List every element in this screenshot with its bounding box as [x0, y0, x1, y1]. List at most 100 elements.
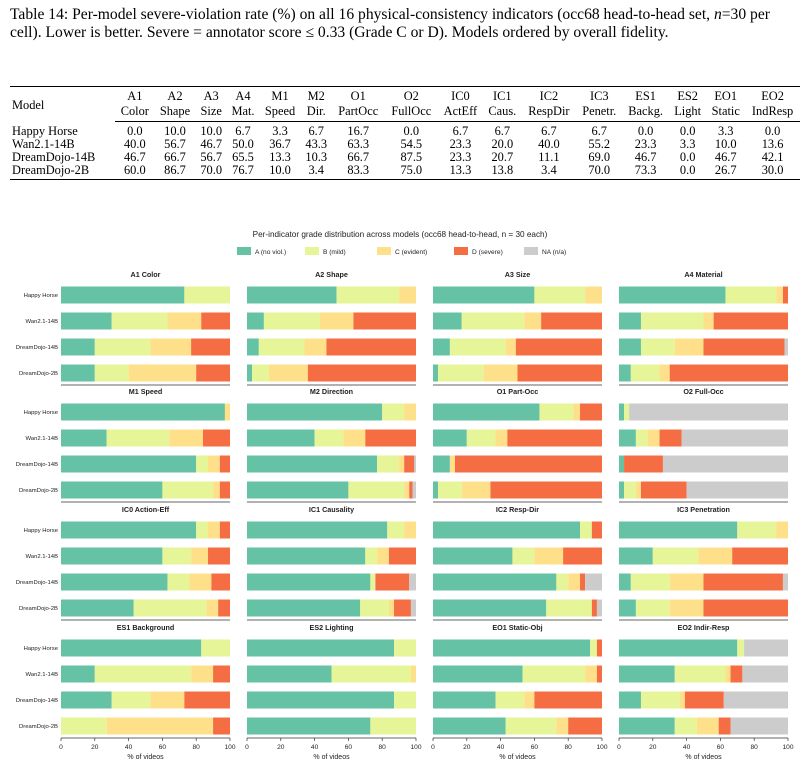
bar-segment	[213, 481, 220, 499]
model-tick-label: Wan2.1-14B	[25, 319, 58, 325]
rate-cell: 11.1	[538, 150, 560, 164]
bar-segment	[394, 599, 411, 617]
bar-segment	[61, 286, 185, 304]
bar-segment	[404, 403, 416, 421]
bar-segment	[196, 364, 230, 382]
bar-segment	[399, 286, 416, 304]
indicator-code-header: M1	[259, 86, 301, 104]
table-row: Wan2.1-14B 40.0 56.7 46.7 50.0 36.7 43.3 63.3 54…	[10, 138, 800, 151]
bar-segment	[596, 599, 602, 617]
rate-cell: 0.0	[679, 150, 696, 164]
model-tick-label: Happy Horse	[24, 410, 59, 416]
bar-segment	[433, 403, 540, 421]
bar-segment	[409, 573, 416, 591]
bar-segment	[213, 665, 230, 683]
bar-segment	[133, 599, 207, 617]
bar-segment	[782, 573, 788, 591]
model-tick-label: DreamDojo-2B	[19, 606, 58, 612]
rate-cell: 66.7	[164, 150, 186, 164]
indicator-name-header: IndResp	[745, 104, 800, 122]
indicator-name-header: Size	[195, 104, 227, 122]
bar-segment	[247, 455, 378, 473]
bar-segment	[619, 312, 641, 330]
bar-segment	[218, 599, 230, 617]
bar-segment	[725, 286, 777, 304]
bar-segment	[495, 691, 525, 709]
bar-segment	[219, 481, 230, 499]
indicator-code-header: ES2	[669, 86, 707, 104]
bar-segment	[61, 599, 134, 617]
bar-segment	[686, 481, 788, 499]
bar-segment	[348, 481, 405, 499]
bar-segment	[61, 639, 202, 657]
caption-part-b: =30 per cell). Lower is better. Severe =…	[10, 6, 770, 41]
rate-cell: 83.3	[331, 164, 385, 180]
bar-segment	[495, 429, 508, 447]
bar-segment	[515, 338, 602, 356]
bar-segment	[782, 286, 788, 304]
bar-segment	[703, 573, 783, 591]
rate-cell: 43.3	[305, 137, 328, 151]
model-tick-label: DreamDojo-2B	[19, 371, 58, 377]
bar-segment	[776, 286, 783, 304]
bar-segment	[211, 573, 230, 591]
model-tick-label: Wan2.1-14B	[25, 554, 58, 560]
bar-segment	[466, 429, 496, 447]
bar-segment	[652, 547, 699, 565]
model-tick-label: DreamDojo-14B	[16, 345, 58, 351]
x-axis-label: % of videos	[685, 754, 722, 761]
x-tick-label: 40	[497, 744, 505, 751]
bar-segment	[730, 717, 788, 735]
bar-segment	[433, 286, 535, 304]
bar-segment	[360, 599, 389, 617]
bar-segment	[258, 338, 305, 356]
bar-segment	[326, 338, 416, 356]
bar-segment	[563, 547, 602, 565]
bar-segment	[394, 639, 416, 657]
bar-segment	[382, 403, 405, 421]
bar-segment	[247, 639, 395, 657]
bar-segment	[404, 521, 416, 539]
bar-segment	[703, 599, 788, 617]
bar-segment	[433, 338, 450, 356]
x-tick-label: 60	[531, 744, 539, 751]
rate-cell: 6.7	[541, 124, 557, 138]
bar-segment	[580, 573, 586, 591]
rate-cell: 3.4	[521, 164, 577, 180]
model-tick-label: DreamDojo-2B	[19, 488, 58, 494]
rate-cell: 30.0	[745, 164, 800, 180]
bar-segment	[713, 312, 788, 330]
bar-segment	[387, 521, 405, 539]
bar-segment	[433, 573, 557, 591]
grade-distribution-figure: Per-indicator grade distribution across …	[16, 230, 794, 761]
bar-segment	[433, 599, 547, 617]
panel-title: O1 Part-Occ	[497, 387, 539, 396]
bar-segment	[61, 481, 163, 499]
rate-cell: 10.0	[259, 164, 301, 180]
bar-segment	[365, 547, 378, 565]
x-tick-label: 100	[410, 744, 421, 751]
bar-segment	[674, 338, 704, 356]
indicator-name-header: FullOcc	[384, 104, 438, 122]
rate-cell: 6.7	[308, 124, 324, 138]
rate-cell: 65.5	[232, 150, 254, 164]
bar-segment	[433, 312, 462, 330]
bar-segment	[640, 338, 675, 356]
model-tick-label: DreamDojo-14B	[16, 580, 58, 586]
bar-segment	[534, 547, 564, 565]
bar-segment	[61, 665, 95, 683]
bar-segment	[307, 364, 416, 382]
bar-segment	[191, 547, 209, 565]
bar-segment	[580, 521, 592, 539]
bar-segment	[304, 338, 327, 356]
model-name-cell: DreamDojo-2B	[10, 164, 116, 180]
panel-title: EO2 Indir-Resp	[678, 623, 731, 632]
bar-segment	[61, 429, 107, 447]
bar-segment	[684, 691, 724, 709]
rate-cell: 55.2	[588, 137, 611, 151]
bar-segment	[723, 691, 788, 709]
x-tick-label: 40	[125, 744, 133, 751]
x-axis-label: % of videos	[127, 754, 164, 761]
bar-segment	[524, 312, 542, 330]
rate-cell: 0.0	[403, 124, 420, 138]
